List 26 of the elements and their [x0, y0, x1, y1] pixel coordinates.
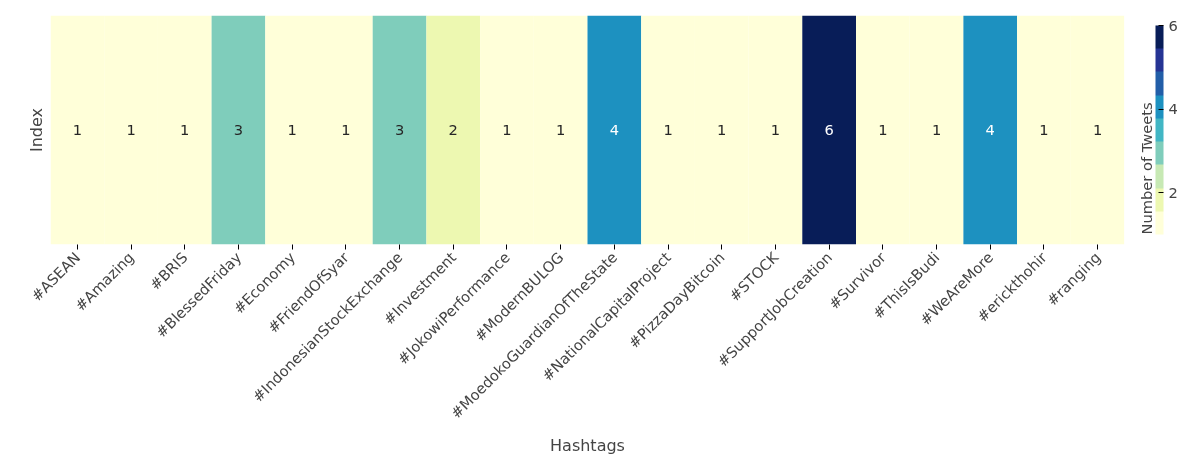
data-label: 1 — [126, 121, 136, 138]
data-label: 1 — [878, 121, 888, 138]
data-label: 1 — [770, 121, 781, 138]
data-label: 1 — [502, 121, 512, 138]
data-label: 1 — [287, 121, 297, 138]
data-label: 1 — [931, 121, 942, 138]
data-label: 1 — [1092, 121, 1103, 138]
data-label: 3 — [394, 121, 405, 138]
color-bar-label: 4 — [1168, 100, 1178, 118]
y-axis-title: Index — [26, 107, 46, 153]
data-label: 4 — [985, 121, 995, 138]
data-label: 3 — [233, 121, 244, 138]
data-label: 1 — [1039, 121, 1049, 138]
x-axis-title: Hashtags — [550, 435, 625, 455]
data-label: 1 — [72, 121, 83, 138]
data-label: 1 — [663, 121, 673, 138]
data-label: 2 — [448, 121, 458, 138]
data-label: 1 — [555, 121, 566, 138]
color-bar-label: 2 — [1168, 183, 1178, 201]
data-label: 1 — [341, 121, 351, 138]
color-bar-title: Number of Tweets — [1137, 102, 1155, 235]
data-label: 1 — [180, 121, 190, 138]
data-label: 4 — [609, 121, 620, 138]
color-bar-label: 6 — [1168, 16, 1178, 34]
data-label: 1 — [717, 121, 727, 138]
data-label: 6 — [824, 121, 834, 138]
